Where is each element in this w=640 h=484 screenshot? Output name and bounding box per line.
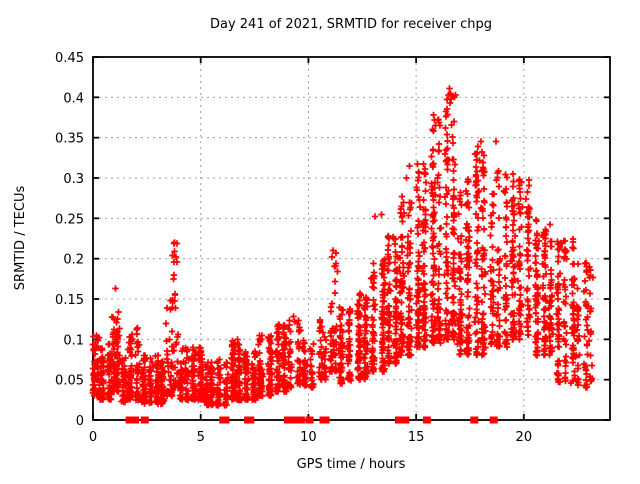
- tick-labels: 0 5 10 15 20 0 0.05 0.1 0.15 0.2 0.25 0.3 0.35 0.4 0.4…: [55, 51, 532, 445]
- zero-value-marker: [131, 416, 139, 424]
- zero-value-marker: [296, 416, 305, 424]
- x-tick-label: 15: [408, 430, 425, 445]
- zero-value-marker: [290, 416, 299, 424]
- y-tick-label: 0.35: [55, 132, 84, 147]
- x-axis-label: GPS time / hours: [297, 457, 406, 472]
- zero-value-marker: [422, 416, 431, 424]
- zero-value-marker: [470, 416, 479, 424]
- y-tick-label: 0.15: [55, 293, 84, 308]
- y-tick-label: 0: [76, 414, 84, 429]
- y-tick-label: 0.2: [63, 253, 84, 268]
- x-tick-label: 10: [300, 430, 317, 445]
- zero-value-marker: [140, 416, 149, 424]
- y-tick-label: 0.1: [63, 333, 84, 348]
- data-layer: [89, 85, 597, 424]
- y-tick-label: 0.05: [55, 374, 84, 389]
- zero-value-marker: [246, 416, 255, 424]
- y-tick-label: 0.4: [63, 91, 84, 106]
- zero-value-marker: [221, 416, 230, 424]
- y-tick-label: 0.25: [55, 212, 84, 227]
- zero-value-marker: [321, 416, 330, 424]
- plot-border: [92, 56, 611, 421]
- x-tick-label: 20: [516, 430, 533, 445]
- y-tick-label: 0.3: [63, 172, 84, 187]
- y-axis-label: SRMTID / TECUs: [13, 186, 28, 291]
- x-tick-label: 5: [197, 430, 205, 445]
- data-points: [89, 85, 597, 409]
- zero-value-marker: [489, 416, 498, 424]
- chart-title: Day 241 of 2021, SRMTID for receiver chp…: [210, 17, 492, 32]
- x-tick-label: 0: [89, 430, 97, 445]
- y-tick-label: 0.45: [55, 51, 84, 66]
- zero-value-marker: [401, 416, 410, 424]
- zero-value-marker: [305, 416, 314, 424]
